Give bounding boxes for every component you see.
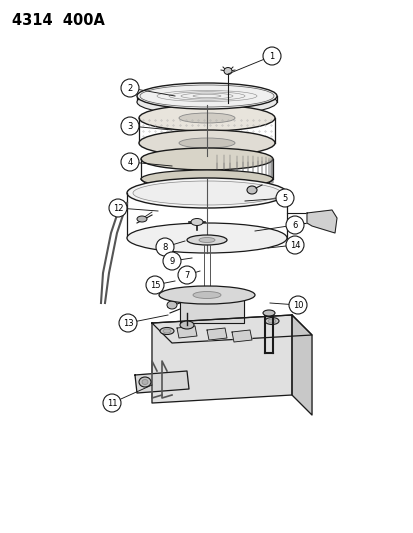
- Circle shape: [109, 199, 127, 217]
- Ellipse shape: [139, 130, 274, 156]
- Ellipse shape: [166, 301, 177, 309]
- Circle shape: [119, 314, 137, 332]
- Ellipse shape: [140, 85, 273, 107]
- Circle shape: [275, 189, 293, 207]
- Ellipse shape: [159, 286, 254, 304]
- Ellipse shape: [199, 238, 214, 243]
- Polygon shape: [180, 295, 243, 323]
- Circle shape: [262, 47, 280, 65]
- Text: 14: 14: [289, 240, 299, 249]
- Text: 1: 1: [269, 52, 274, 61]
- Circle shape: [121, 79, 139, 97]
- Circle shape: [178, 266, 195, 284]
- Ellipse shape: [163, 329, 171, 333]
- Ellipse shape: [139, 105, 274, 131]
- Circle shape: [121, 153, 139, 171]
- Ellipse shape: [139, 377, 151, 387]
- Ellipse shape: [137, 216, 147, 222]
- Ellipse shape: [159, 327, 173, 335]
- Ellipse shape: [190, 219, 202, 225]
- Polygon shape: [152, 315, 311, 343]
- Text: 2: 2: [127, 84, 132, 93]
- Polygon shape: [206, 328, 226, 340]
- Ellipse shape: [141, 170, 272, 188]
- Ellipse shape: [267, 319, 275, 323]
- Polygon shape: [177, 326, 197, 338]
- Text: 6: 6: [292, 221, 297, 230]
- Ellipse shape: [192, 292, 221, 298]
- Ellipse shape: [180, 321, 194, 329]
- Ellipse shape: [264, 318, 278, 325]
- Text: 10: 10: [292, 301, 302, 310]
- Ellipse shape: [127, 223, 286, 253]
- Text: 8: 8: [162, 243, 167, 252]
- Polygon shape: [231, 330, 252, 342]
- Text: 9: 9: [169, 256, 174, 265]
- Ellipse shape: [178, 113, 235, 123]
- Polygon shape: [306, 210, 336, 233]
- Circle shape: [285, 236, 303, 254]
- Ellipse shape: [135, 228, 278, 248]
- Circle shape: [121, 117, 139, 135]
- Text: 13: 13: [122, 319, 133, 327]
- Circle shape: [156, 238, 173, 256]
- Ellipse shape: [151, 182, 262, 196]
- Ellipse shape: [141, 148, 272, 170]
- Circle shape: [285, 216, 303, 234]
- Circle shape: [146, 276, 164, 294]
- Ellipse shape: [199, 288, 223, 296]
- Polygon shape: [152, 315, 291, 403]
- Ellipse shape: [187, 235, 226, 245]
- Text: 3: 3: [127, 122, 133, 131]
- Ellipse shape: [142, 379, 147, 384]
- Polygon shape: [291, 315, 311, 415]
- Ellipse shape: [262, 310, 274, 316]
- Ellipse shape: [178, 138, 235, 148]
- Ellipse shape: [127, 178, 286, 208]
- Ellipse shape: [137, 89, 276, 115]
- Ellipse shape: [137, 83, 276, 109]
- Text: 7: 7: [184, 271, 189, 279]
- Text: 4314  400A: 4314 400A: [12, 13, 104, 28]
- Text: 15: 15: [150, 280, 160, 289]
- Circle shape: [163, 252, 180, 270]
- Circle shape: [103, 394, 121, 412]
- Text: 5: 5: [282, 193, 287, 203]
- Ellipse shape: [133, 181, 280, 205]
- Ellipse shape: [223, 68, 231, 75]
- Ellipse shape: [247, 186, 256, 194]
- Text: 12: 12: [112, 204, 123, 213]
- Polygon shape: [135, 371, 189, 393]
- Text: 11: 11: [107, 399, 117, 408]
- Text: 4: 4: [127, 157, 132, 166]
- Circle shape: [288, 296, 306, 314]
